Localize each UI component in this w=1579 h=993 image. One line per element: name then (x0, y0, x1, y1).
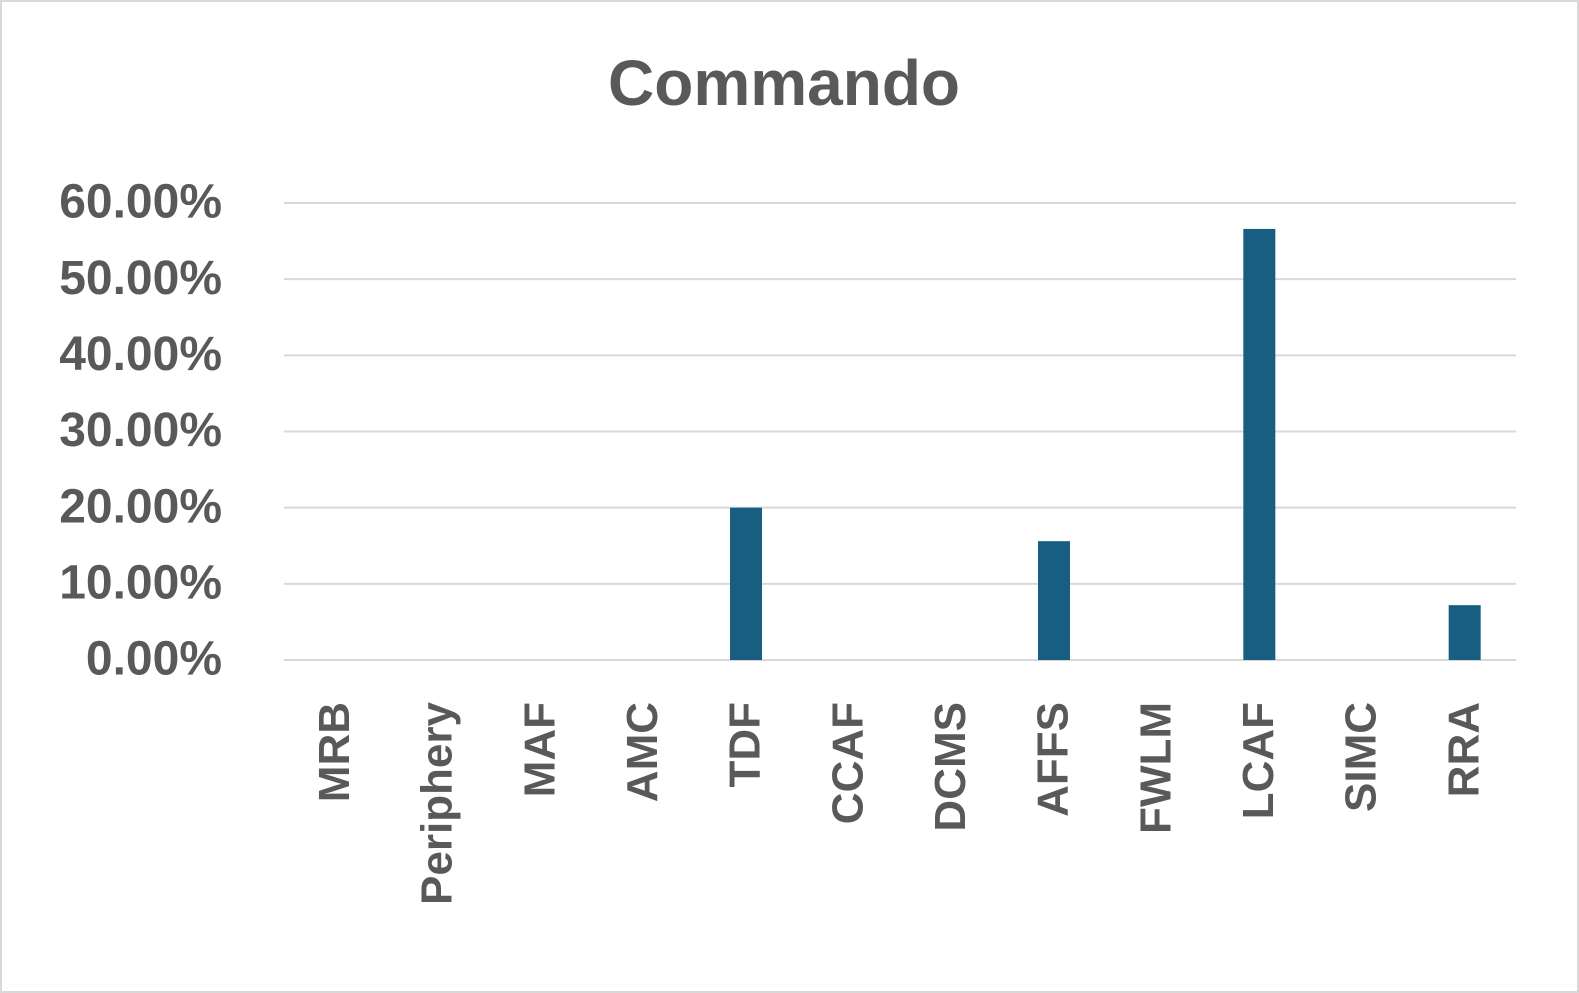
x-tick-label: RRA (1439, 702, 1488, 797)
bar (730, 507, 762, 660)
chart-title: Commando (608, 47, 960, 119)
x-tick-label: MRB (310, 702, 359, 802)
x-tick-label: TDF (721, 702, 770, 788)
y-tick-label: 20.00% (59, 480, 222, 533)
x-tick-label: SIMC (1337, 702, 1386, 812)
bar (1038, 541, 1070, 660)
bar (1448, 605, 1481, 660)
x-tick-label: LCAF (1234, 702, 1283, 819)
x-tick-label: AMC (618, 702, 667, 802)
y-tick-label: 30.00% (59, 404, 222, 457)
y-tick-label: 10.00% (59, 557, 222, 610)
x-tick-label: CCAF (823, 702, 872, 824)
x-tick-label: AFFS (1029, 702, 1078, 817)
x-tick-label: MAF (515, 702, 564, 797)
x-tick-label: DCMS (926, 702, 975, 832)
bar (1243, 228, 1276, 660)
x-tick-label: FWLM (1131, 702, 1180, 834)
y-tick-label: 40.00% (59, 328, 222, 381)
y-tick-label: 60.00% (59, 176, 222, 229)
y-tick-label: 50.00% (59, 252, 222, 305)
y-tick-label: 0.00% (86, 633, 222, 686)
x-tick-label: Periphery (413, 701, 462, 905)
